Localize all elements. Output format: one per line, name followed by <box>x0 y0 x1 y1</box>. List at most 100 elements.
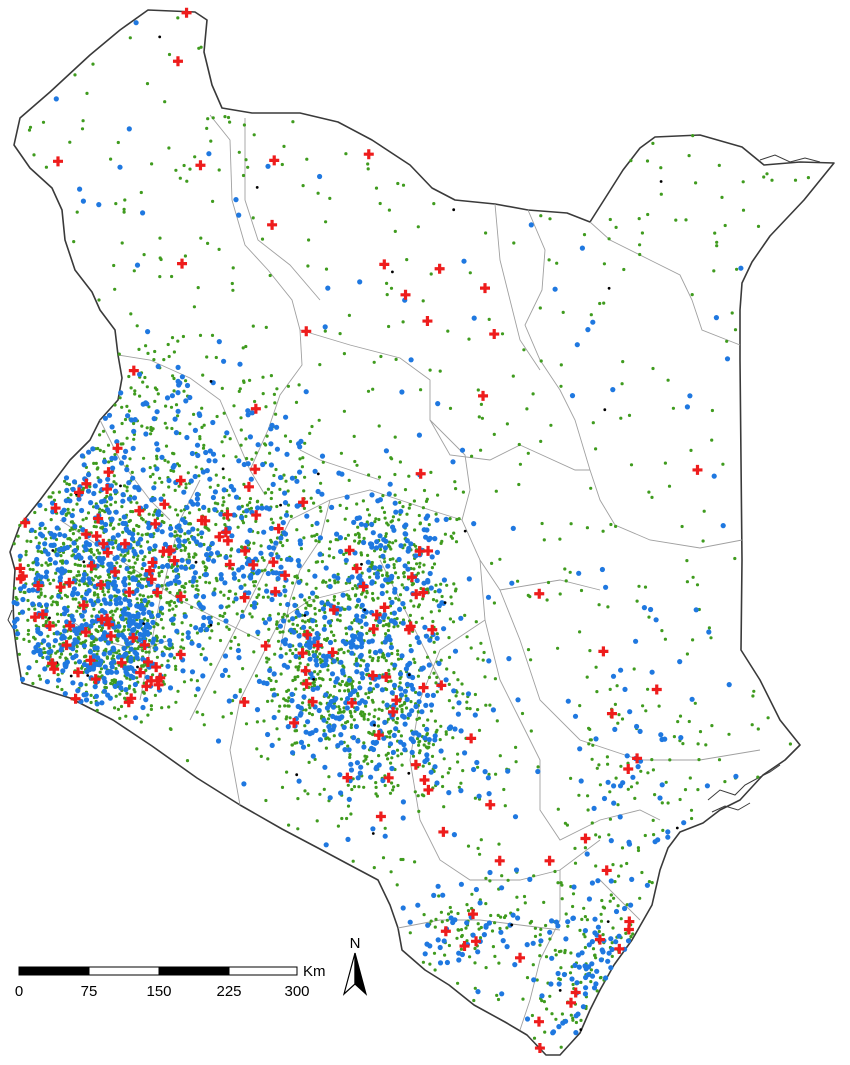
green-point <box>428 368 432 372</box>
green-point <box>78 536 82 540</box>
blue-point <box>617 814 623 820</box>
blue-point <box>622 905 628 912</box>
black-point <box>603 408 607 412</box>
green-point <box>265 656 269 660</box>
blue-point <box>109 660 115 666</box>
green-point <box>360 625 364 630</box>
green-point <box>374 781 378 785</box>
green-point <box>312 501 316 505</box>
green-point <box>447 943 451 948</box>
green-point <box>250 457 254 461</box>
green-point <box>444 730 448 734</box>
green-point <box>666 801 670 805</box>
green-point <box>152 625 156 629</box>
green-point <box>688 776 692 780</box>
green-point <box>27 128 32 132</box>
green-point <box>263 442 267 446</box>
blue-point <box>62 568 68 574</box>
green-point <box>429 610 433 614</box>
green-point <box>327 775 331 779</box>
blue-point <box>56 547 62 553</box>
green-point <box>559 363 563 367</box>
blue-point <box>323 692 329 698</box>
blue-point <box>303 729 309 735</box>
blue-point <box>34 556 40 563</box>
green-point <box>502 915 507 920</box>
red-cross-marker <box>224 559 235 570</box>
green-point <box>398 460 402 464</box>
blue-point <box>594 932 600 938</box>
blue-point <box>37 502 43 508</box>
green-point <box>109 681 113 686</box>
green-point <box>153 481 157 485</box>
blue-point <box>510 912 516 918</box>
green-point <box>317 418 321 422</box>
blue-point <box>461 258 467 264</box>
green-point <box>74 597 78 601</box>
green-point <box>723 223 727 228</box>
green-point <box>345 593 349 597</box>
green-point <box>111 546 115 550</box>
green-point <box>279 540 283 545</box>
blue-point <box>92 645 98 651</box>
green-point <box>251 216 255 220</box>
green-point <box>396 657 401 661</box>
blue-point <box>17 553 23 559</box>
green-point <box>446 912 451 916</box>
green-point <box>391 541 395 545</box>
green-point <box>383 783 387 788</box>
green-point <box>297 383 301 387</box>
blue-point <box>155 511 161 517</box>
green-point <box>160 706 164 710</box>
green-point <box>372 730 376 735</box>
green-point <box>626 761 630 765</box>
green-point <box>643 585 648 589</box>
green-point <box>60 687 64 692</box>
green-point <box>440 594 444 599</box>
green-point <box>417 513 421 518</box>
blue-point <box>123 651 129 657</box>
green-point <box>315 595 320 599</box>
blue-point <box>337 772 343 778</box>
green-point <box>302 506 306 510</box>
blue-point <box>176 543 182 549</box>
blue-point <box>313 727 319 734</box>
blue-point <box>381 735 387 741</box>
green-point <box>477 728 482 733</box>
green-point <box>162 635 166 639</box>
green-point <box>429 272 433 276</box>
green-point <box>453 480 457 484</box>
blue-point <box>383 448 389 454</box>
green-point <box>355 586 359 590</box>
blue-point <box>733 773 739 780</box>
green-point <box>294 615 298 620</box>
green-point <box>659 166 663 170</box>
green-point <box>113 500 118 504</box>
green-point <box>184 582 188 586</box>
blue-point <box>414 577 420 584</box>
green-point <box>381 653 386 657</box>
green-point <box>328 196 332 200</box>
blue-point <box>19 609 26 615</box>
green-point <box>621 360 625 364</box>
green-point <box>417 716 421 720</box>
blue-point <box>247 434 253 440</box>
green-point <box>412 604 416 608</box>
green-point <box>579 980 583 985</box>
red-cross-marker <box>248 559 259 570</box>
green-point <box>318 792 322 796</box>
green-point <box>619 416 623 420</box>
green-point <box>344 581 348 585</box>
green-point <box>650 881 654 885</box>
blue-point <box>125 665 131 671</box>
green-point <box>691 638 695 642</box>
blue-point <box>413 553 419 559</box>
green-point <box>123 696 127 700</box>
green-point <box>213 587 217 591</box>
blue-point <box>402 747 408 753</box>
green-point <box>29 539 33 544</box>
green-point <box>626 787 630 791</box>
green-point <box>614 776 618 780</box>
blue-point <box>123 669 129 675</box>
red-cross-marker <box>175 649 186 660</box>
